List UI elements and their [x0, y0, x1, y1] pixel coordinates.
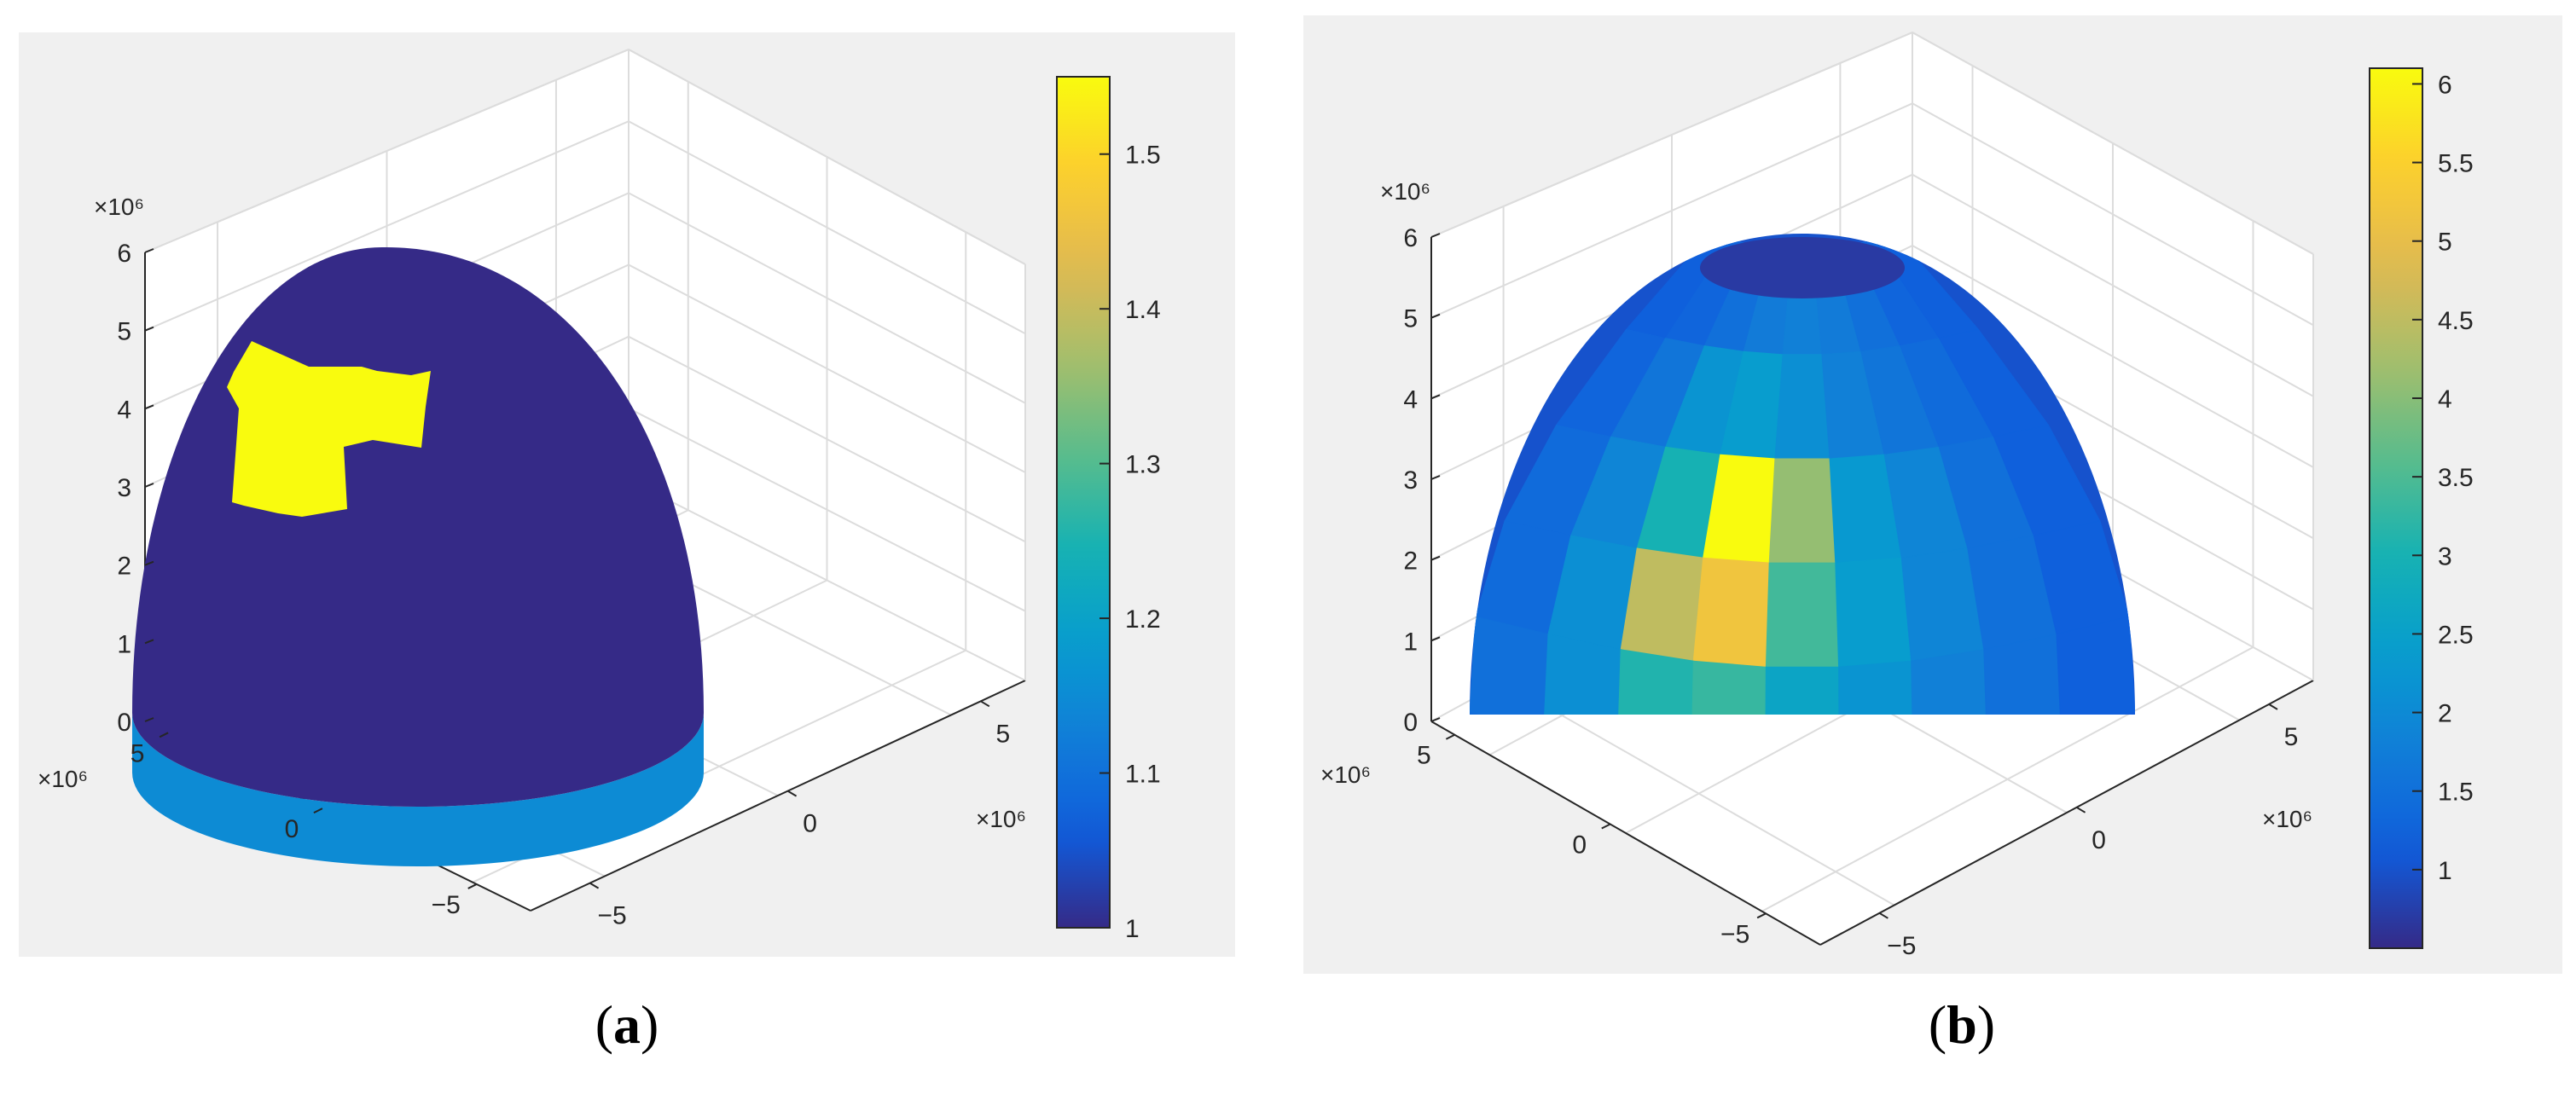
x-exponent-label-a: ×10⁶ [976, 806, 1026, 832]
caption-a: (a) [595, 994, 659, 1055]
y-tick-mark-b [1445, 733, 1455, 740]
z-tick-mark-a [144, 404, 154, 410]
x-tick-label-b: 0 [2092, 826, 2106, 854]
z-tick-label-a: 4 [117, 396, 131, 424]
surface-plot-a: 0123456×10⁶50−5×10⁶−505×10⁶11.11.21.31.4… [38, 48, 1161, 943]
colorbar-tick-label-b: 4 [2438, 385, 2452, 414]
z-tick-label-b: 0 [1403, 709, 1418, 737]
colorbar-a [1056, 76, 1111, 929]
z-tick-mark-a [144, 326, 154, 332]
x-tick-mark-b [2268, 703, 2278, 710]
colorbar-tick-label-b: 5 [2438, 229, 2452, 257]
y-tick-mark-a [313, 808, 323, 814]
x-tick-label-b: −5 [1887, 932, 1916, 960]
colorbar-tick-label-b: 4.5 [2438, 307, 2474, 335]
z-exponent-label-b: ×10⁶ [1380, 178, 1430, 205]
colorbar-tick-label-b: 2.5 [2438, 621, 2474, 649]
z-tick-label-a: 1 [117, 630, 131, 658]
y-tick-mark-b [1756, 912, 1767, 919]
z-tick-label-a: 5 [117, 318, 131, 346]
z-tick-mark-b [1430, 555, 1441, 561]
z-tick-mark-b [1430, 717, 1441, 722]
high-value-patch [227, 341, 431, 517]
x-tick-mark-a [787, 790, 798, 797]
colorbar-tick-label-b: 6 [2438, 71, 2452, 99]
top-edge-b [1430, 32, 1913, 238]
z-tick-mark-b [1430, 636, 1441, 642]
z-tick-label-a: 2 [117, 553, 131, 581]
surface-cell [1835, 557, 1912, 668]
top-edge-b [1912, 32, 2314, 255]
x-exponent-label-b: ×10⁶ [2262, 806, 2312, 832]
caption-b: (b) [1928, 994, 1996, 1055]
colorbar-tick-label-b: 2 [2438, 700, 2452, 728]
surface-cell [1774, 354, 1830, 460]
z-tick-mark-a [144, 560, 154, 566]
x-tick-label-a: 5 [995, 720, 1010, 748]
y-tick-mark-b [1601, 823, 1611, 830]
z-tick-mark-a [144, 639, 154, 645]
top-edge-a [628, 49, 1026, 265]
z-tick-label-a: 3 [117, 474, 131, 502]
colorbar-tick-label-a: 1.4 [1125, 296, 1161, 324]
y-exponent-label-b: ×10⁶ [1320, 761, 1371, 788]
z-tick-label-b: 2 [1403, 547, 1418, 576]
z-tick-mark-b [1430, 475, 1441, 480]
y-tick-label-a: −5 [432, 891, 461, 919]
x-tick-label-a: −5 [597, 902, 626, 930]
y-axis-line-b [1430, 721, 1821, 946]
surface-cell [1765, 562, 1840, 668]
z-tick-label-b: 6 [1403, 224, 1418, 252]
y-tick-mark-a [467, 883, 478, 889]
top-edge-a [144, 49, 629, 253]
x-axis-line-a [530, 680, 1026, 912]
colorbar-tick-label-a: 1.5 [1125, 142, 1161, 170]
y-tick-label-b: −5 [1720, 920, 1749, 948]
colorbar-b [2369, 67, 2423, 949]
z-tick-label-a: 6 [117, 240, 131, 268]
z-tick-label-a: 0 [117, 709, 131, 737]
x-tick-mark-b [1878, 912, 1888, 919]
equatorial-band [132, 713, 704, 866]
x-axis-line-b [1819, 680, 2314, 946]
z-exponent-label-a: ×10⁶ [94, 194, 144, 220]
colorbar-tick-label-a: 1 [1125, 915, 1140, 943]
x-tick-mark-a [589, 882, 600, 889]
y-exponent-label-a: ×10⁶ [38, 766, 88, 792]
z-tick-mark-b [1430, 394, 1441, 400]
surface-cell [2056, 616, 2135, 734]
z-tick-mark-a [144, 717, 154, 722]
z-tick-mark-a [144, 248, 154, 253]
x-tick-label-b: 5 [2284, 723, 2299, 751]
z-tick-label-b: 1 [1403, 628, 1418, 656]
surface-cell [1692, 557, 1770, 668]
colorbar-tick-label-a: 1.1 [1125, 761, 1161, 789]
z-tick-mark-b [1430, 313, 1441, 319]
surface-cell [1768, 458, 1836, 564]
figure-panel-a: 0 1 2 3 4 5 6 ×10⁶ 5 0 −5 ×10⁶ −5 0 5 ×10⁶ 1 1.1 1.2 1.3 1.4… [19, 32, 1235, 957]
colorbar-tick-label-b: 3 [2438, 542, 2452, 570]
y-tick-label-b: 0 [1572, 831, 1587, 860]
z-tick-mark-b [1430, 233, 1441, 238]
colorbar-tick-label-a: 1.3 [1125, 451, 1161, 479]
colorbar-tick-label-a: 1.2 [1125, 605, 1161, 634]
z-tick-mark-a [144, 483, 154, 488]
y-tick-mark-a [159, 732, 169, 738]
z-tick-label-b: 3 [1403, 466, 1418, 495]
surface-plot-b: 0 1 2 3 4 5 6 ×10⁶ 5 0 −5 ×10⁶ −5 0 5 ×10⁶ 1 1.5 2 2.5 3 3.5 4… [1320, 31, 2474, 960]
x-tick-mark-b [2076, 806, 2086, 813]
y-tick-label-a: 5 [131, 739, 145, 767]
dome-cap [1700, 237, 1905, 298]
colorbar-tick-label-b: 1.5 [2438, 779, 2474, 807]
x-tick-mark-a [980, 700, 990, 708]
y-tick-label-a: 0 [285, 815, 299, 843]
y-tick-label-b: 5 [1417, 742, 1431, 770]
colorbar-tick-label-b: 3.5 [2438, 464, 2474, 492]
figure-panel-b: 0 1 2 3 4 5 6 ×10⁶ 5 0 −5 ×10⁶ −5 0 5 ×10⁶ 1 1.5 2 2.5 3 3.5 4… [1303, 15, 2562, 974]
colorbar-tick-label-b: 5.5 [2438, 150, 2474, 178]
z-tick-label-b: 5 [1403, 305, 1418, 333]
x-tick-label-a: 0 [803, 810, 817, 838]
z-tick-label-b: 4 [1403, 385, 1418, 414]
colorbar-tick-label-b: 1 [2438, 857, 2452, 885]
